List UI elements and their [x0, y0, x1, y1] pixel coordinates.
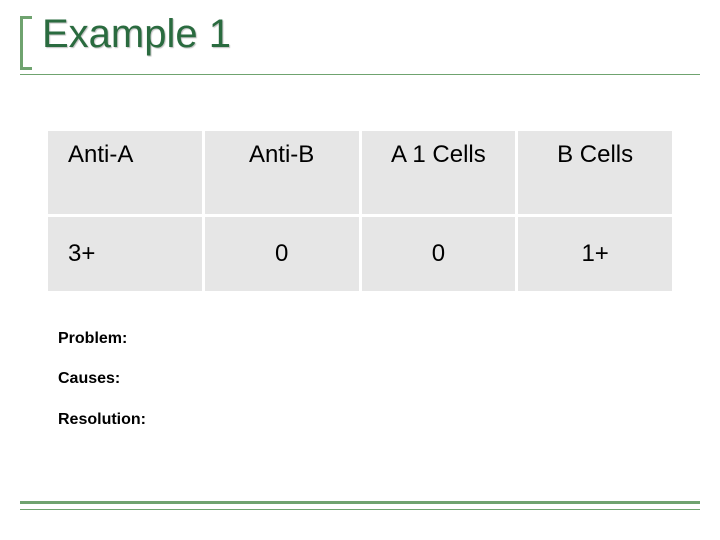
table-row: 3+ 0 0 1+ [47, 216, 674, 293]
title-accent [20, 16, 32, 70]
footer-rule-thin [20, 509, 700, 510]
col-header: Anti-B [203, 130, 360, 216]
title-block: Example 1 [20, 12, 231, 57]
col-header: A 1 Cells [360, 130, 517, 216]
title-underline [20, 74, 700, 75]
slide-title: Example 1 [42, 12, 231, 57]
slide: Example 1 Anti-A Anti-B A 1 Cells B Cell… [0, 0, 720, 540]
causes-label: Causes: [58, 360, 146, 398]
col-header: Anti-A [47, 130, 204, 216]
table-cell: 0 [360, 216, 517, 293]
footer-rule-thick [20, 501, 700, 504]
data-table: Anti-A Anti-B A 1 Cells B Cells 3+ 0 0 1… [45, 128, 675, 294]
table-cell: 3+ [47, 216, 204, 293]
notes-block: Problem: Causes: Resolution: [58, 320, 146, 441]
table-cell: 0 [203, 216, 360, 293]
col-header: B Cells [517, 130, 674, 216]
table-header-row: Anti-A Anti-B A 1 Cells B Cells [47, 130, 674, 216]
problem-label: Problem: [58, 320, 146, 358]
resolution-label: Resolution: [58, 401, 146, 439]
table-cell: 1+ [517, 216, 674, 293]
